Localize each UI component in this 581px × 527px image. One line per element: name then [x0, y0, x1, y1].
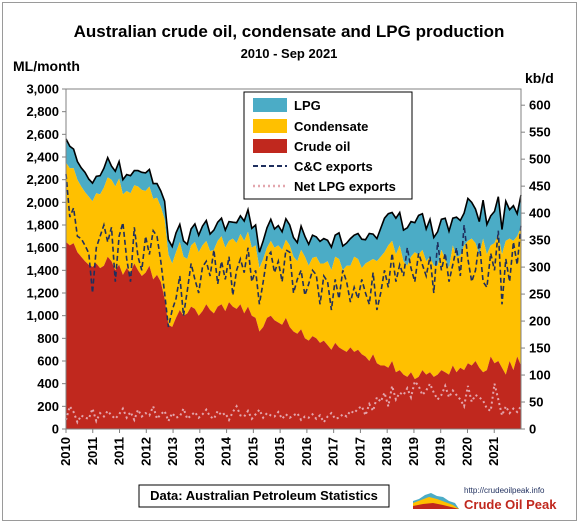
x-tick-label: 2018	[379, 437, 394, 466]
left-axis-title: ML/month	[13, 58, 80, 74]
left-tick-label: 1,200	[26, 286, 59, 301]
x-tick-label: 2013	[192, 437, 207, 466]
stacked-areas	[65, 138, 522, 429]
source-note-text: Data: Australian Petroleum Statistics	[150, 488, 378, 503]
right-tick-label: 300	[529, 260, 551, 275]
x-tick-label: 2020	[459, 437, 474, 466]
x-tick-label: 2019	[406, 437, 421, 466]
plot-area	[65, 88, 522, 430]
legend: LPG Condensate Crude oil C&C exports Net…	[243, 91, 413, 200]
left-tick-label: 200	[37, 399, 59, 414]
left-tick-label: 1,000	[26, 308, 59, 323]
left-tick-label: 800	[37, 331, 59, 346]
logo-url: http://crudeoilpeak.info	[464, 486, 545, 495]
legend-swatch-lpg	[253, 98, 287, 112]
right-tick-label: 200	[529, 314, 551, 329]
left-tick-label: 600	[37, 354, 59, 369]
legend-label-crude: Crude oil	[294, 139, 350, 154]
source-note: Data: Australian Petroleum Statistics	[138, 484, 390, 508]
x-tick-label: 2015	[245, 437, 260, 466]
right-tick-label: 100	[529, 368, 551, 383]
x-tick-label: 2017	[352, 437, 367, 466]
right-tick-label: 0	[529, 422, 536, 437]
right-tick-label: 450	[529, 179, 551, 194]
plot-border	[65, 88, 522, 430]
cc-exports-line	[65, 173, 522, 328]
left-tick-label: 1,600	[26, 240, 59, 255]
x-tick-label: 2016	[299, 437, 314, 466]
x-tick-label: 2010	[58, 437, 73, 466]
chart-subtitle: 2010 - Sep 2021	[241, 46, 338, 61]
right-tick-label: 600	[529, 98, 551, 113]
x-tick-label: 2015	[272, 437, 287, 466]
series-lines	[65, 173, 522, 425]
right-tick-label: 550	[529, 125, 551, 140]
right-axis-title: kb/d	[525, 70, 554, 86]
x-tick-label: 2014	[219, 436, 234, 466]
x-tick-label: 2013	[165, 437, 180, 466]
legend-label-lpg-exports: Net LPG exports	[294, 179, 396, 194]
right-tick-label: 350	[529, 233, 551, 248]
left-tick-label: 400	[37, 376, 59, 391]
source-note-box	[138, 484, 390, 508]
right-tick-label: 150	[529, 341, 551, 356]
left-tick-label: 1,800	[26, 218, 59, 233]
x-tick-label: 2011	[85, 437, 100, 465]
x-tick-label: 2012	[138, 437, 153, 466]
right-tick-label: 400	[529, 206, 551, 221]
right-tick-label: 500	[529, 152, 551, 167]
x-tick-label: 2011	[112, 437, 127, 465]
legend-label-condensate: Condensate	[294, 119, 368, 134]
left-tick-label: 2,200	[26, 172, 59, 187]
left-tick-label: 2,800	[26, 104, 59, 119]
right-tick-label: 250	[529, 287, 551, 302]
right-axis: 0 50 100 150 200 250 300 350 400 450 500 550 600	[521, 98, 551, 437]
right-tick-label: 50	[529, 395, 543, 410]
left-tick-label: 3,000	[26, 82, 59, 97]
condensate-area	[66, 162, 521, 380]
logo: http://crudeoilpeak.info Crude Oil Peak	[413, 486, 557, 512]
chart-frame: Australian crude oil, condensate and LPG…	[2, 2, 577, 521]
left-tick-label: 0	[52, 422, 59, 437]
left-tick-label: 2,600	[26, 127, 59, 142]
left-tick-label: 2,000	[26, 195, 59, 210]
lpg-exports-line	[65, 379, 522, 425]
x-tick-label: 2019	[433, 437, 448, 466]
left-tick-label: 1,400	[26, 263, 59, 278]
x-axis: 2010 2011 2011 2012 2013 2013 2014 2015 2015 2016…	[58, 429, 501, 466]
legend-label-lpg: LPG	[294, 98, 321, 113]
legend-swatch-condensate	[253, 119, 287, 133]
legend-label-cc-exports: C&C exports	[294, 159, 373, 174]
lpg-area	[66, 138, 521, 271]
logo-graphic	[413, 493, 459, 509]
logo-name: Crude Oil Peak	[464, 497, 557, 512]
crude-oil-area	[66, 242, 521, 429]
left-axis: 0 200 400 600 800 1,000 1,200 1,400 1,600 1,800 2,…	[26, 82, 66, 437]
legend-swatch-crude	[253, 139, 287, 153]
x-tick-label: 2017	[326, 437, 341, 466]
total-production-outline	[65, 138, 522, 253]
chart-title: Australian crude oil, condensate and LPG…	[74, 22, 505, 41]
production-chart: Australian crude oil, condensate and LPG…	[13, 22, 557, 512]
left-tick-label: 2,400	[26, 150, 59, 165]
x-tick-label: 2021	[486, 437, 501, 466]
